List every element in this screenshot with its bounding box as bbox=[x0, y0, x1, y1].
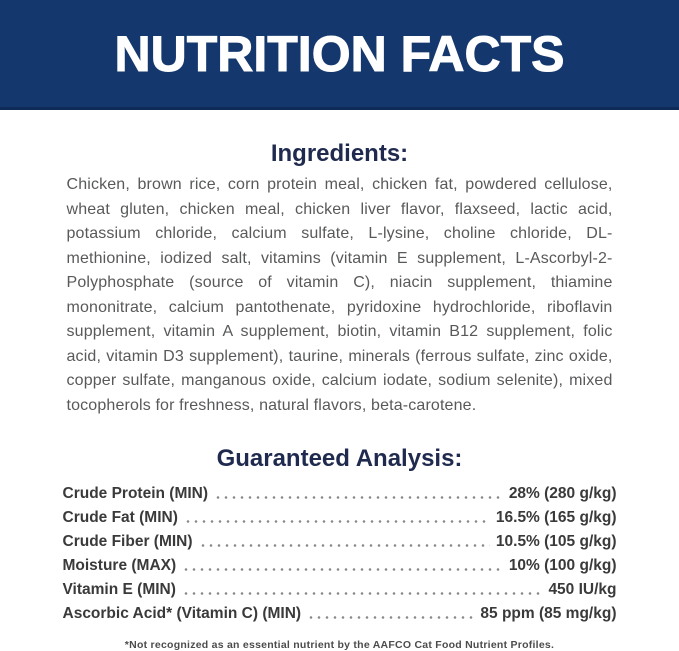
ingredients-text: Chicken, brown rice, corn protein meal, … bbox=[66, 176, 613, 414]
row-label: Crude Fiber (MIN) bbox=[62, 532, 193, 550]
dotted-leader bbox=[181, 591, 543, 595]
guaranteed-analysis-heading: Guaranteed Analysis: bbox=[216, 445, 463, 472]
row-value: 10% (100 g/kg) bbox=[508, 556, 617, 574]
row-label: Vitamin E (MIN) bbox=[62, 580, 176, 598]
guaranteed-analysis-table: Crude Protein (MIN) 28% (280 g/kg) Crude… bbox=[63, 481, 617, 625]
row-label: Crude Protein (MIN) bbox=[62, 484, 209, 502]
table-row: Ascorbic Acid* (Vitamin C) (MIN) 85 ppm … bbox=[63, 601, 617, 625]
row-label: Ascorbic Acid* (Vitamin C) (MIN) bbox=[62, 604, 302, 622]
table-row: Moisture (MAX) 10% (100 g/kg) bbox=[63, 553, 617, 577]
row-value: 16.5% (165 g/kg) bbox=[495, 508, 617, 526]
dotted-leader bbox=[198, 543, 490, 547]
table-row: Crude Protein (MIN) 28% (280 g/kg) bbox=[63, 481, 617, 505]
dotted-leader bbox=[307, 615, 475, 619]
table-row: Crude Fat (MIN) 16.5% (165 g/kg) bbox=[63, 505, 617, 529]
dotted-leader bbox=[183, 519, 490, 523]
row-label: Crude Fat (MIN) bbox=[62, 508, 178, 526]
footnote: *Not recognized as an essential nutrient… bbox=[124, 639, 555, 651]
row-value: 28% (280 g/kg) bbox=[508, 484, 617, 502]
dotted-leader bbox=[214, 495, 503, 499]
row-value: 85 ppm (85 mg/kg) bbox=[480, 604, 617, 622]
guaranteed-analysis-section: Guaranteed Analysis: Crude Protein (MIN)… bbox=[0, 446, 679, 651]
table-row: Crude Fiber (MIN) 10.5% (105 g/kg) bbox=[63, 529, 617, 553]
header-banner: NUTRITION FACTS bbox=[0, 0, 679, 110]
row-value: 10.5% (105 g/kg) bbox=[495, 532, 617, 550]
dotted-leader bbox=[182, 567, 503, 571]
table-row: Vitamin E (MIN) 450 IU/kg bbox=[63, 577, 617, 601]
ingredients-section: Ingredients: Chicken, brown rice, corn p… bbox=[0, 141, 679, 418]
page-title: NUTRITION FACTS bbox=[114, 25, 565, 82]
row-value: 450 IU/kg bbox=[548, 580, 617, 598]
row-label: Moisture (MAX) bbox=[62, 556, 177, 574]
ingredients-heading: Ingredients: bbox=[270, 140, 409, 167]
